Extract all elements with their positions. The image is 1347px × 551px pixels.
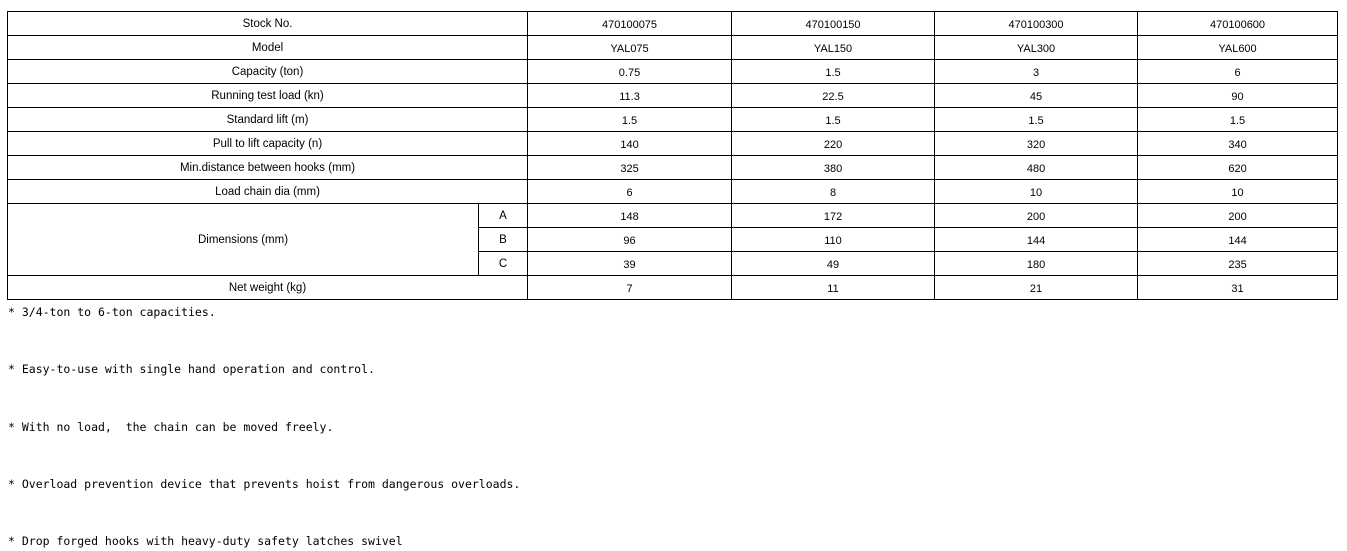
table-row-dimension-a: Dimensions (mm) A 148 172 200 200 (7, 203, 1339, 276)
feature-line: * Overload prevention device that preven… (8, 477, 521, 492)
cell-dim-a-4: 200 (1137, 203, 1339, 228)
cell-load-chain-dia-2: 8 (731, 179, 936, 204)
cell-stock-no-2: 470100150 (731, 11, 936, 36)
table-row-dimension-b: B 96 110 144 144 (8, 227, 1339, 252)
cell-standard-lift-1: 1.5 (527, 107, 733, 132)
row-label-model: Model (6, 35, 529, 60)
feature-line: * Easy-to-use with single hand operation… (8, 362, 375, 377)
cell-standard-lift-2: 1.5 (731, 107, 936, 132)
cell-running-test-load-4: 90 (1137, 83, 1339, 108)
cell-min-distance-3: 480 (934, 155, 1139, 180)
table-row-capacity: Capacity (ton) 0.75 1.5 3 6 (6, 59, 1339, 84)
cell-dim-a-1: 148 (527, 203, 733, 228)
feature-line: * Drop forged hooks with heavy-duty safe… (8, 534, 403, 549)
dimension-key-b: B (477, 227, 529, 252)
cell-running-test-load-1: 11.3 (527, 83, 733, 108)
cell-dim-b-2: 110 (731, 227, 936, 252)
cell-dim-a-3: 200 (934, 203, 1139, 228)
cell-load-chain-dia-3: 10 (934, 179, 1139, 204)
feature-line: * With no load, the chain can be moved f… (8, 419, 334, 434)
cell-standard-lift-4: 1.5 (1137, 107, 1339, 132)
row-label-dimensions: Dimensions (mm) (7, 203, 479, 276)
cell-load-chain-dia-1: 6 (527, 179, 733, 204)
cell-capacity-3: 3 (934, 59, 1139, 84)
cell-stock-no-1: 470100075 (527, 11, 733, 36)
table-row-model: Model YAL075 YAL150 YAL300 YAL600 (6, 35, 1339, 60)
cell-dim-b-3: 144 (934, 227, 1139, 252)
cell-net-weight-1: 7 (527, 275, 733, 300)
feature-list: * 3/4-ton to 6-ton capacities. * Easy-to… (8, 265, 1338, 551)
table-row-load-chain-dia: Load chain dia (mm) 6 8 10 10 (6, 179, 1339, 204)
cell-stock-no-3: 470100300 (934, 11, 1139, 36)
row-label-capacity: Capacity (ton) (6, 59, 529, 84)
cell-model-3: YAL300 (934, 35, 1139, 60)
row-label-min-distance: Min.distance between hooks (mm) (6, 155, 529, 180)
cell-model-1: YAL075 (527, 35, 733, 60)
cell-pull-to-lift-3: 320 (934, 131, 1139, 156)
cell-load-chain-dia-4: 10 (1137, 179, 1339, 204)
dimension-key-c: C (477, 251, 529, 276)
spec-table: Stock No. 470100075 470100150 470100300 … (6, 11, 1339, 300)
cell-dim-c-2: 49 (731, 251, 936, 276)
row-label-running-test-load: Running test load (kn) (6, 83, 529, 108)
cell-min-distance-2: 380 (731, 155, 936, 180)
cell-capacity-1: 0.75 (527, 59, 733, 84)
table-row-running-test-load: Running test load (kn) 11.3 22.5 45 90 (6, 83, 1339, 108)
cell-min-distance-4: 620 (1137, 155, 1339, 180)
cell-net-weight-4: 31 (1137, 275, 1339, 300)
cell-capacity-2: 1.5 (731, 59, 936, 84)
cell-min-distance-1: 325 (527, 155, 733, 180)
cell-capacity-4: 6 (1137, 59, 1339, 84)
cell-dim-b-1: 96 (527, 227, 733, 252)
cell-dim-b-4: 144 (1137, 227, 1339, 252)
row-label-stock-no: Stock No. (6, 11, 529, 36)
dimension-key-a: A (477, 203, 529, 228)
cell-net-weight-3: 21 (934, 275, 1139, 300)
cell-running-test-load-3: 45 (934, 83, 1139, 108)
row-label-standard-lift: Standard lift (m) (6, 107, 529, 132)
cell-model-4: YAL600 (1137, 35, 1339, 60)
cell-standard-lift-3: 1.5 (934, 107, 1139, 132)
row-label-load-chain-dia: Load chain dia (mm) (6, 179, 529, 204)
table-row-pull-to-lift: Pull to lift capacity (n) 140 220 320 34… (6, 131, 1339, 156)
feature-line: * 3/4-ton to 6-ton capacities. (8, 305, 216, 320)
cell-stock-no-4: 470100600 (1137, 11, 1339, 36)
cell-pull-to-lift-4: 340 (1137, 131, 1339, 156)
table-row-standard-lift: Standard lift (m) 1.5 1.5 1.5 1.5 (6, 107, 1339, 132)
row-label-pull-to-lift: Pull to lift capacity (n) (6, 131, 529, 156)
table-row-dimension-c: C 39 49 180 235 (8, 251, 1339, 276)
cell-dim-a-2: 172 (731, 203, 936, 228)
table-row-min-distance: Min.distance between hooks (mm) 325 380 … (6, 155, 1339, 180)
cell-pull-to-lift-2: 220 (731, 131, 936, 156)
row-label-net-weight: Net weight (kg) (6, 275, 529, 300)
cell-model-2: YAL150 (731, 35, 936, 60)
cell-running-test-load-2: 22.5 (731, 83, 936, 108)
table-row-net-weight: Net weight (kg) 7 11 21 31 (6, 275, 1339, 300)
table-row-stock-no: Stock No. 470100075 470100150 470100300 … (6, 11, 1339, 36)
cell-pull-to-lift-1: 140 (527, 131, 733, 156)
